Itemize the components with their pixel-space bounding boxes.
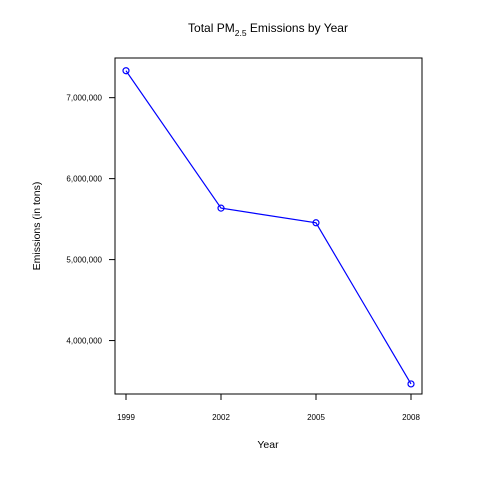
emissions-series-line — [125, 70, 412, 385]
series-group — [122, 67, 415, 388]
y-axis-label: Emissions (in tons) — [31, 182, 43, 271]
chart-title: Total PM2.5 Emissions by Year — [188, 21, 348, 38]
y-tick-label: 4,000,000 — [66, 337, 102, 346]
data-point-1999 — [122, 67, 130, 75]
chart-title-main: Total PM — [188, 21, 235, 35]
y-axis: 4,000,000 5,000,000 6,000,000 7,000,000 — [66, 94, 116, 346]
data-point-2005 — [312, 219, 320, 227]
x-axis: 1999 2002 2005 2008 — [117, 393, 420, 422]
y-tick-label: 5,000,000 — [66, 256, 102, 265]
x-tick-label: 2002 — [212, 413, 230, 422]
y-tick-label: 7,000,000 — [66, 94, 102, 103]
x-axis-label: Year — [257, 439, 279, 451]
chart-title-subscript: 2.5 — [235, 28, 247, 38]
data-point-2008 — [407, 380, 415, 388]
chart-title-rest: Emissions by Year — [247, 21, 348, 35]
x-tick-label: 2005 — [307, 413, 325, 422]
y-tick-label: 6,000,000 — [66, 175, 102, 184]
x-tick-label: 1999 — [117, 413, 135, 422]
x-tick-label: 2008 — [402, 413, 420, 422]
data-point-2002 — [217, 204, 225, 212]
